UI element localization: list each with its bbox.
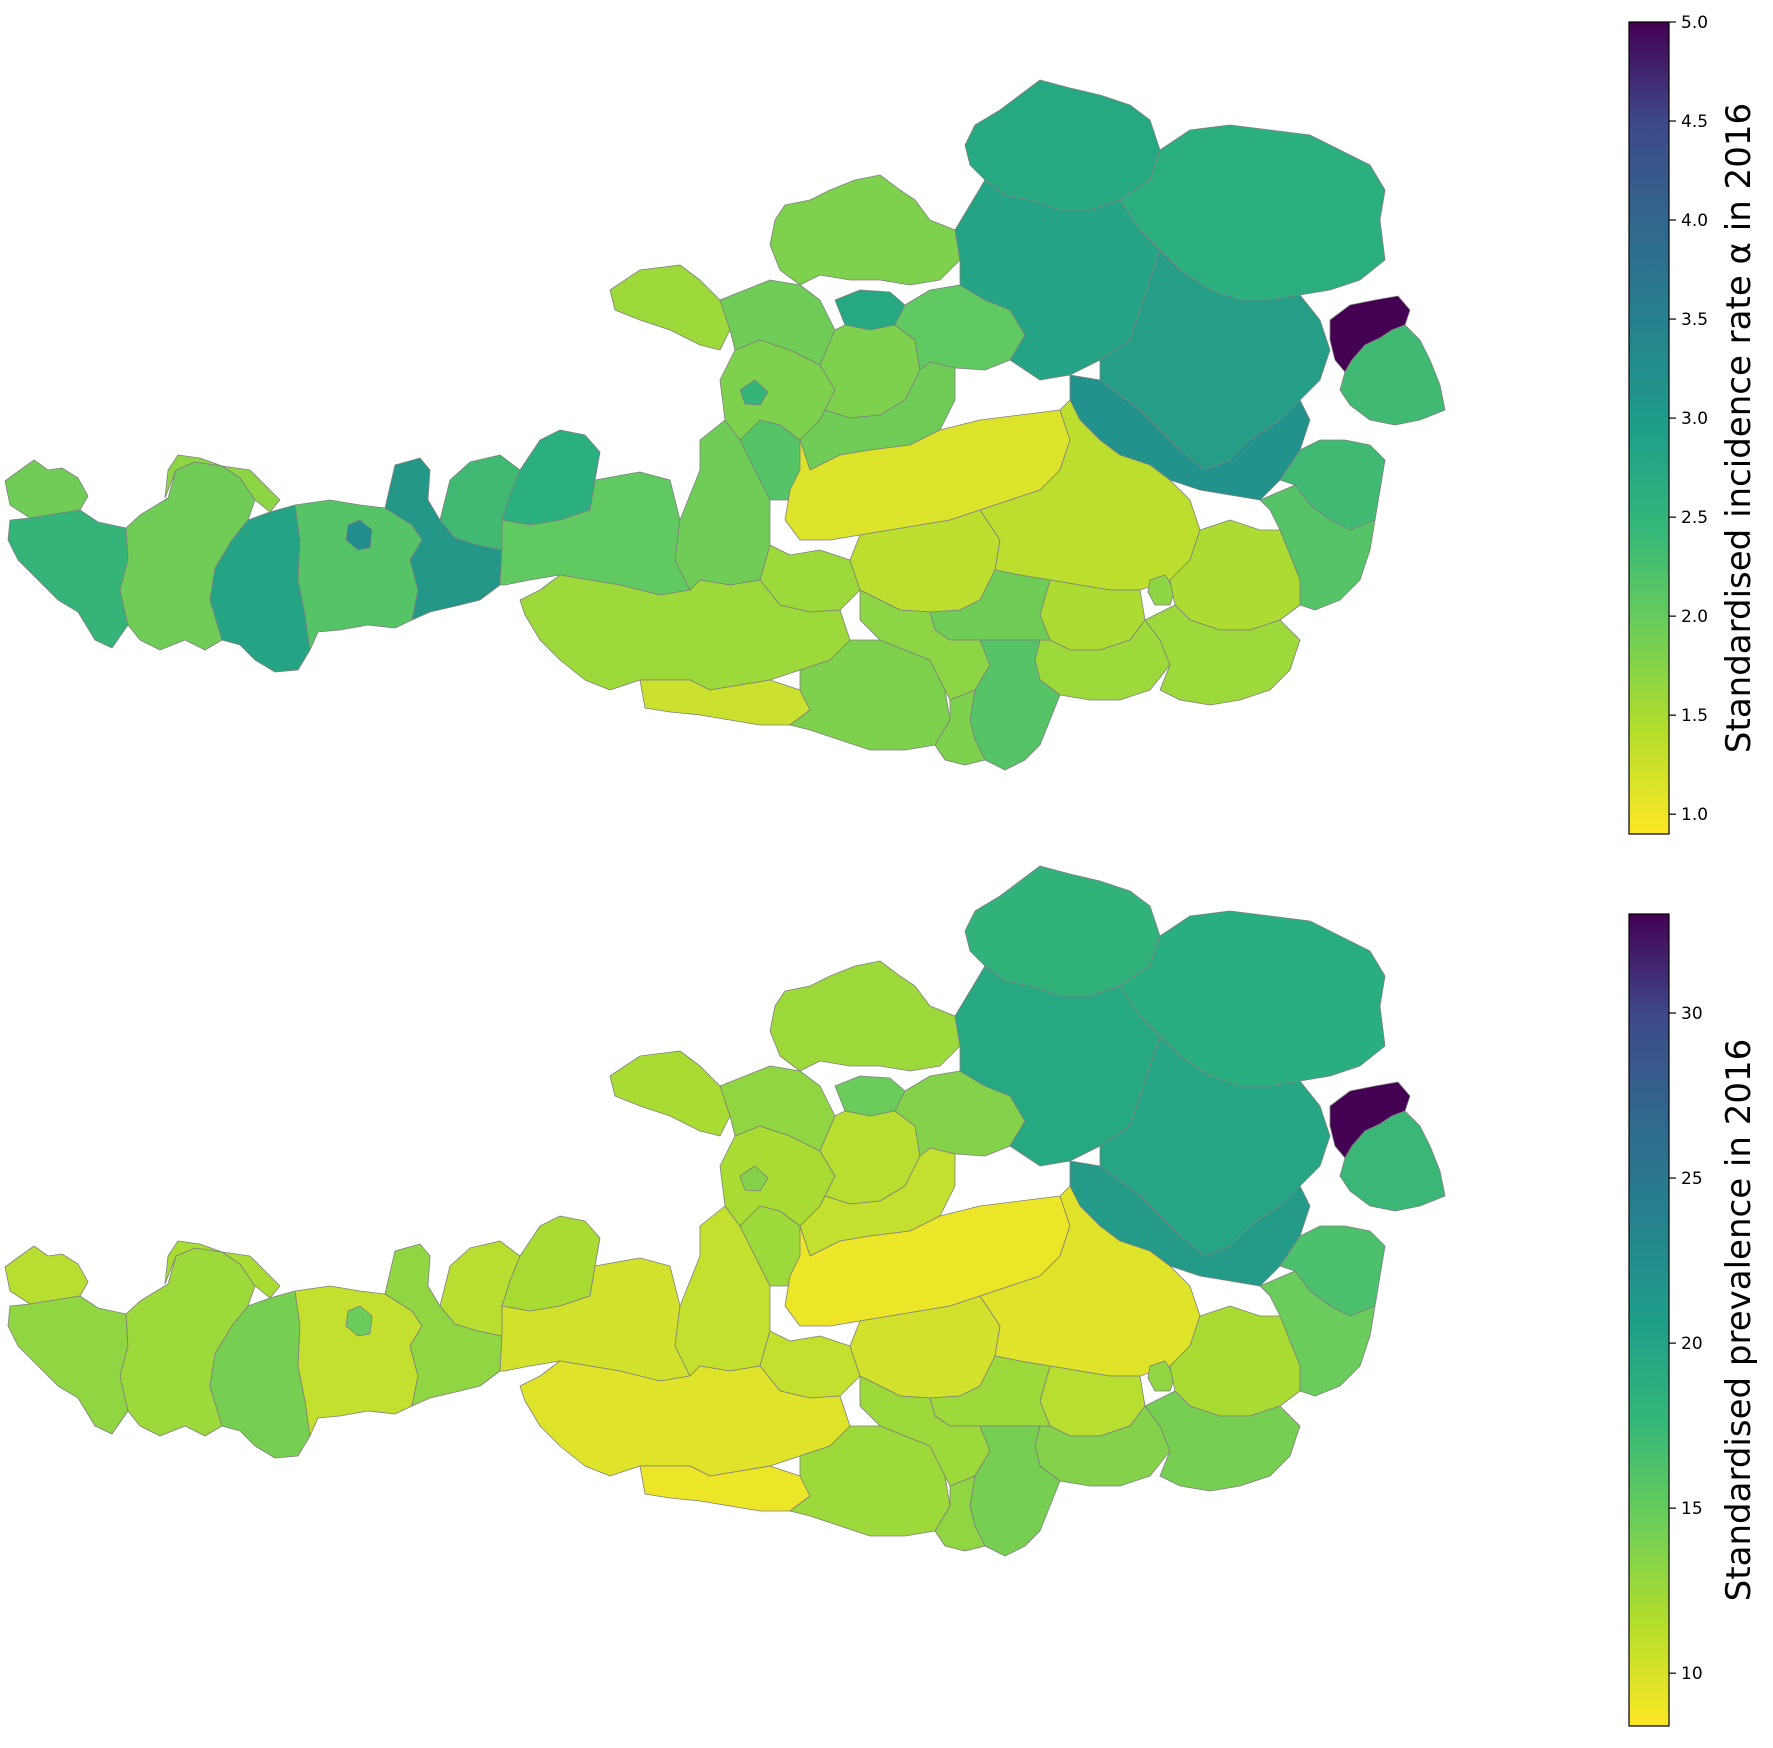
colorbar-tick-label: 4.5 xyxy=(1681,112,1708,132)
district-bgld-south xyxy=(1259,484,1376,611)
colorbar-tick-label: 20 xyxy=(1681,1334,1703,1354)
district-stmk-sued xyxy=(1144,604,1301,706)
district-stmk-graz-umgebung xyxy=(1039,1365,1146,1437)
district-stmk-graz xyxy=(1147,574,1176,606)
district-stmk-graz xyxy=(1147,1360,1176,1392)
district-tirol-kitzbuehel xyxy=(501,429,601,526)
colorbar-tick-label: 3.5 xyxy=(1681,310,1708,330)
district-ooe-muehlviertel xyxy=(769,174,961,286)
colorbar-tick-label: 1.5 xyxy=(1681,706,1708,726)
district-vorarlberg-w xyxy=(4,1245,89,1305)
colorbar-tick-label: 3.0 xyxy=(1681,409,1708,429)
colorbar-tick-label: 2.0 xyxy=(1681,607,1708,627)
district-ooe-linz xyxy=(834,289,906,331)
district-tirol-kitzbuehel xyxy=(501,1215,601,1312)
district-bgld-north xyxy=(1339,1110,1446,1212)
district-tirol-innsbruck-city xyxy=(345,519,373,551)
district-ooe-innviertel xyxy=(609,1050,731,1137)
district-stmk-sued xyxy=(1144,1390,1301,1492)
district-vorarlberg-e xyxy=(7,1295,129,1435)
district-salzburg-city xyxy=(739,1165,769,1192)
incidence-map xyxy=(4,79,1446,771)
district-ooe-linz xyxy=(834,1075,906,1117)
district-tirol-imst xyxy=(209,504,311,673)
prevalence-colorbar-gradient xyxy=(1628,913,1670,1727)
district-ooe-innviertel xyxy=(609,264,731,351)
district-bgld-north xyxy=(1339,324,1446,426)
district-stmk-graz-umgebung xyxy=(1039,579,1146,651)
district-tirol-imst xyxy=(209,1290,311,1459)
colorbar-tick-label: 4.0 xyxy=(1681,211,1708,231)
colorbar-tick-label: 30 xyxy=(1681,1004,1703,1024)
district-ktn-voelkermarkt xyxy=(934,689,986,766)
district-tirol-innsbruck-land xyxy=(294,1285,423,1437)
incidence-colorbar-label: Standardised incidence rate α in 2016 xyxy=(1719,103,1759,753)
district-tirol-innsbruck-city xyxy=(345,1305,373,1337)
district-bgld-south xyxy=(1259,1270,1376,1397)
prevalence-colorbar: 10 15 20 25 30 Standardised prevalence in 20… xyxy=(1628,913,1759,1727)
colorbar-tick-label: 25 xyxy=(1681,1169,1703,1189)
colorbar-tick-label: 15 xyxy=(1681,1499,1703,1519)
colorbar-tick-label: 1.0 xyxy=(1681,805,1708,825)
incidence-colorbar-ticks: 1.0 1.5 2.0 2.5 3.0 3.5 4.0 4.5 5.0 xyxy=(1669,13,1708,825)
district-tirol-lienz xyxy=(164,454,281,513)
district-vorarlberg-e xyxy=(7,509,129,649)
district-tirol-lienz xyxy=(164,1240,281,1299)
colorbar-tick-label: 2.5 xyxy=(1681,508,1708,528)
colorbar-tick-label: 10 xyxy=(1681,1664,1703,1684)
district-ktn-voelkermarkt xyxy=(934,1475,986,1552)
district-vorarlberg-w xyxy=(4,459,89,519)
prevalence-colorbar-label: Standardised prevalence in 2016 xyxy=(1719,1039,1759,1602)
prevalence-colorbar-ticks: 10 15 20 25 30 xyxy=(1669,1004,1703,1684)
incidence-colorbar: 1.0 1.5 2.0 2.5 3.0 3.5 4.0 4.5 5.0 Standardised… xyxy=(1628,13,1759,835)
district-salzburg-city xyxy=(739,379,769,406)
district-tirol-innsbruck-land xyxy=(294,499,423,651)
colorbar-tick-label: 5.0 xyxy=(1681,13,1708,33)
incidence-colorbar-gradient xyxy=(1628,21,1670,835)
prevalence-map xyxy=(4,865,1446,1557)
district-ooe-muehlviertel xyxy=(769,960,961,1072)
